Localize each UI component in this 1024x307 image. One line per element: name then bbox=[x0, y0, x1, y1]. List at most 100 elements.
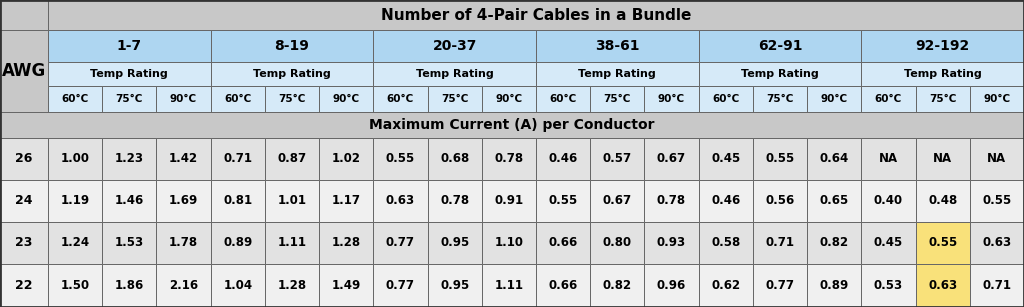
Text: Temp Rating: Temp Rating bbox=[579, 69, 656, 79]
Bar bbox=[753, 264, 807, 307]
Bar bbox=[374, 264, 428, 307]
Bar bbox=[211, 62, 374, 86]
Bar bbox=[319, 138, 374, 180]
Text: 1.01: 1.01 bbox=[278, 195, 306, 208]
Bar bbox=[0, 30, 48, 112]
Bar bbox=[753, 86, 807, 112]
Text: 1.11: 1.11 bbox=[495, 279, 523, 292]
Bar bbox=[102, 222, 157, 264]
Text: 23: 23 bbox=[15, 236, 33, 250]
Text: 75°C: 75°C bbox=[766, 94, 794, 104]
Text: 0.40: 0.40 bbox=[873, 195, 903, 208]
Bar bbox=[102, 86, 157, 112]
Text: 0.77: 0.77 bbox=[766, 279, 795, 292]
Text: 1.49: 1.49 bbox=[332, 279, 360, 292]
Text: Number of 4-Pair Cables in a Bundle: Number of 4-Pair Cables in a Bundle bbox=[381, 7, 691, 22]
Text: 1.11: 1.11 bbox=[278, 236, 306, 250]
Text: 60°C: 60°C bbox=[712, 94, 739, 104]
Bar bbox=[319, 86, 374, 112]
Bar bbox=[590, 180, 644, 222]
Text: 0.82: 0.82 bbox=[819, 236, 849, 250]
Bar bbox=[590, 86, 644, 112]
Bar bbox=[157, 222, 211, 264]
Text: 0.78: 0.78 bbox=[440, 195, 469, 208]
Bar bbox=[590, 264, 644, 307]
Text: 90°C: 90°C bbox=[496, 94, 522, 104]
Bar bbox=[0, 222, 48, 264]
Text: 0.81: 0.81 bbox=[223, 195, 252, 208]
Bar bbox=[102, 138, 157, 180]
Text: 0.71: 0.71 bbox=[982, 279, 1012, 292]
Text: 0.46: 0.46 bbox=[711, 195, 740, 208]
Bar bbox=[0, 138, 48, 180]
Bar bbox=[807, 138, 861, 180]
Text: 1.19: 1.19 bbox=[60, 195, 90, 208]
Text: NA: NA bbox=[933, 153, 952, 165]
Text: 0.78: 0.78 bbox=[657, 195, 686, 208]
Text: 90°C: 90°C bbox=[983, 94, 1011, 104]
Text: 60°C: 60°C bbox=[550, 94, 577, 104]
Text: 0.55: 0.55 bbox=[549, 195, 578, 208]
Text: 92-192: 92-192 bbox=[915, 39, 970, 53]
Bar bbox=[374, 86, 428, 112]
Text: Temp Rating: Temp Rating bbox=[741, 69, 819, 79]
Bar bbox=[536, 30, 698, 62]
Text: 26: 26 bbox=[15, 153, 33, 165]
Bar bbox=[970, 180, 1024, 222]
Bar bbox=[644, 138, 698, 180]
Bar bbox=[102, 264, 157, 307]
Text: 1.02: 1.02 bbox=[332, 153, 360, 165]
Bar bbox=[157, 180, 211, 222]
Text: 2.16: 2.16 bbox=[169, 279, 198, 292]
Bar bbox=[428, 222, 481, 264]
Text: 0.89: 0.89 bbox=[223, 236, 252, 250]
Bar bbox=[0, 180, 48, 222]
Bar bbox=[861, 264, 915, 307]
Text: 0.62: 0.62 bbox=[712, 279, 740, 292]
Text: 1.28: 1.28 bbox=[332, 236, 360, 250]
Text: 20-37: 20-37 bbox=[432, 39, 477, 53]
Text: 0.80: 0.80 bbox=[603, 236, 632, 250]
Bar bbox=[807, 86, 861, 112]
Bar bbox=[915, 222, 970, 264]
Text: 0.67: 0.67 bbox=[603, 195, 632, 208]
Text: 1-7: 1-7 bbox=[117, 39, 142, 53]
Bar bbox=[753, 180, 807, 222]
Text: 38-61: 38-61 bbox=[595, 39, 640, 53]
Bar bbox=[698, 86, 753, 112]
Bar bbox=[698, 30, 861, 62]
Text: 0.65: 0.65 bbox=[819, 195, 849, 208]
Text: 1.04: 1.04 bbox=[223, 279, 252, 292]
Bar bbox=[698, 62, 861, 86]
Text: 90°C: 90°C bbox=[658, 94, 685, 104]
Text: 75°C: 75°C bbox=[929, 94, 956, 104]
Text: 0.93: 0.93 bbox=[657, 236, 686, 250]
Bar bbox=[48, 86, 102, 112]
Bar bbox=[807, 180, 861, 222]
Text: 1.24: 1.24 bbox=[60, 236, 90, 250]
Text: 0.53: 0.53 bbox=[873, 279, 903, 292]
Bar bbox=[753, 138, 807, 180]
Bar bbox=[915, 264, 970, 307]
Text: 60°C: 60°C bbox=[874, 94, 902, 104]
Bar bbox=[590, 222, 644, 264]
Bar bbox=[48, 264, 102, 307]
Text: 0.87: 0.87 bbox=[278, 153, 306, 165]
Text: 62-91: 62-91 bbox=[758, 39, 802, 53]
Text: 75°C: 75°C bbox=[279, 94, 306, 104]
Bar bbox=[211, 86, 265, 112]
Text: 0.58: 0.58 bbox=[711, 236, 740, 250]
Bar bbox=[265, 222, 319, 264]
Text: 24: 24 bbox=[15, 195, 33, 208]
Bar bbox=[102, 180, 157, 222]
Bar bbox=[0, 264, 48, 307]
Text: 0.45: 0.45 bbox=[711, 153, 740, 165]
Text: 90°C: 90°C bbox=[170, 94, 197, 104]
Text: 1.46: 1.46 bbox=[115, 195, 144, 208]
Bar bbox=[698, 222, 753, 264]
Text: 0.63: 0.63 bbox=[386, 195, 415, 208]
Bar bbox=[970, 222, 1024, 264]
Bar bbox=[48, 180, 102, 222]
Bar bbox=[319, 264, 374, 307]
Text: Temp Rating: Temp Rating bbox=[253, 69, 331, 79]
